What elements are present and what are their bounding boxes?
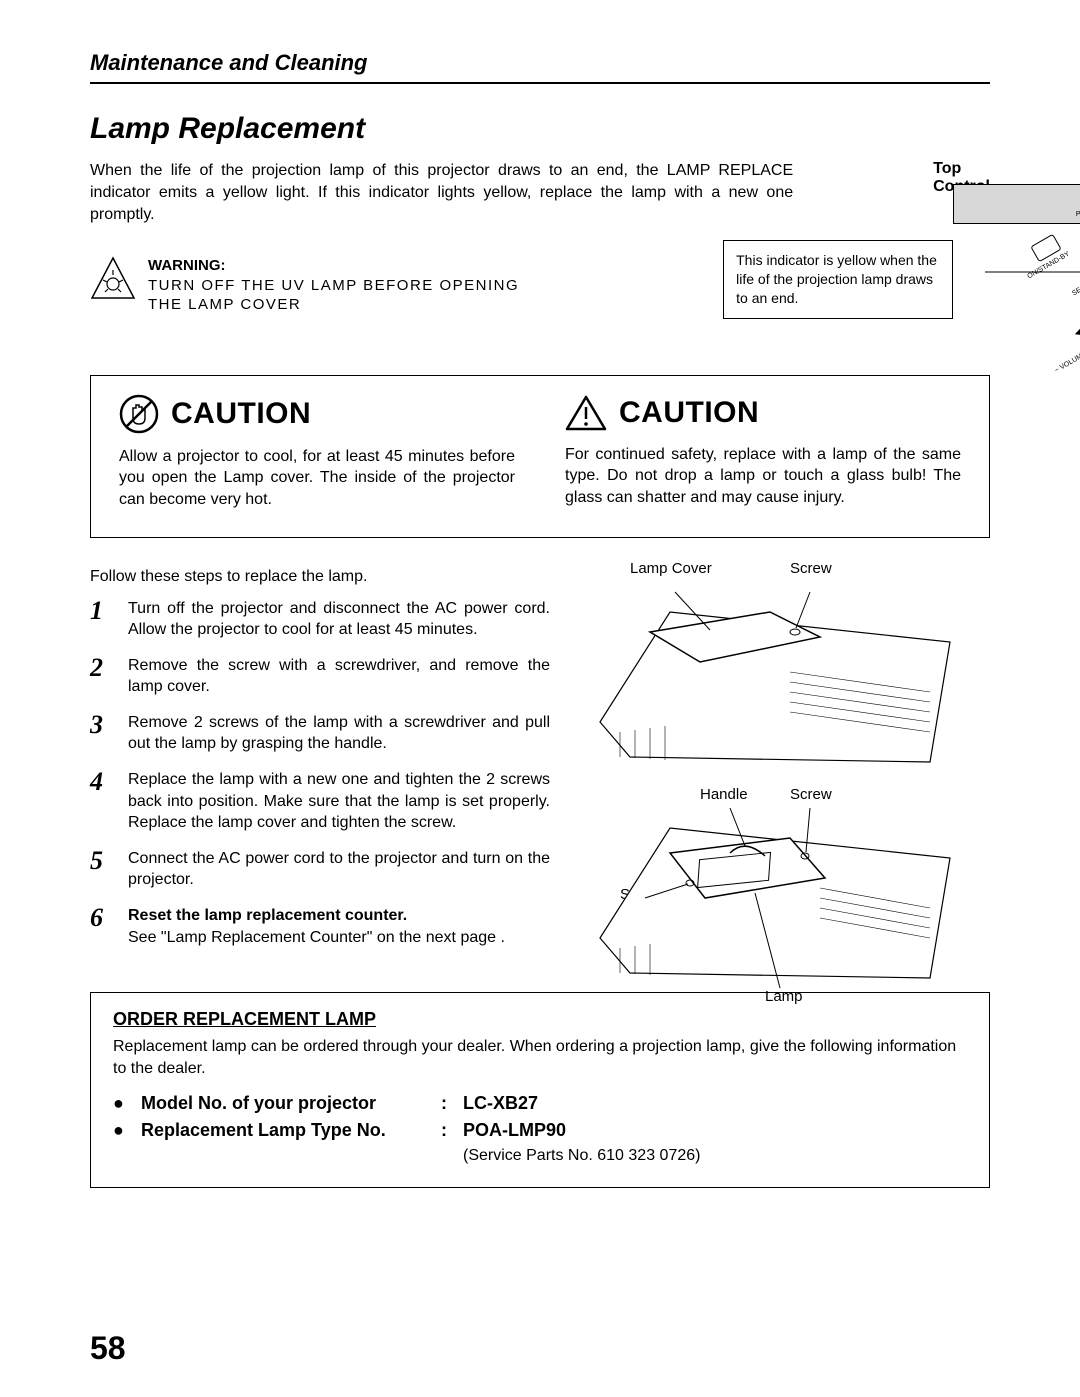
caution-heading-text-right: CAUTION [619, 396, 759, 430]
step-num-1: 1 [90, 598, 112, 641]
warning-text: WARNING: TURN OFF THE UV LAMP BEFORE OPE… [148, 256, 520, 315]
step-num-2: 2 [90, 655, 112, 698]
step-text-4: Replace the lamp with a new one and tigh… [128, 769, 550, 834]
step-2: 2 Remove the screw with a screwdriver, a… [90, 655, 550, 698]
caution-body-left: Allow a projector to cool, for at least … [119, 446, 515, 511]
diag-label-screw-2: Screw [790, 786, 832, 803]
caution-left: CAUTION Allow a projector to cool, for a… [119, 394, 515, 511]
step-6-rest: See "Lamp Replacement Counter" on the ne… [128, 929, 505, 946]
step-num-3: 3 [90, 712, 112, 755]
top-control-area: Top Control This indicator is yellow whe… [823, 160, 990, 204]
led-strip: POWER WARNING LAMP REPLACE [953, 184, 1080, 224]
order-row-2: ● Replacement Lamp Type No. : POA-LMP90 [113, 1120, 967, 1141]
step-text-1: Turn off the projector and disconnect th… [128, 598, 550, 641]
steps-row: Follow these steps to replace the lamp. … [90, 568, 990, 963]
order-value-1: LC-XB27 [463, 1093, 538, 1114]
projector-lamp-sketch [590, 808, 960, 1008]
page-number: 58 [90, 1330, 126, 1367]
order-frame: ORDER REPLACEMENT LAMP Replacement lamp … [90, 992, 990, 1188]
order-colon-1: : [441, 1093, 463, 1114]
step-num-4: 4 [90, 769, 112, 834]
diag-label-lampcover: Lamp Cover [630, 560, 712, 577]
step-text-3: Remove 2 screws of the lamp with a screw… [128, 712, 550, 755]
diag-label-handle: Handle [700, 786, 748, 803]
intro-block: When the life of the projection lamp of … [90, 160, 793, 315]
no-touch-icon [119, 394, 159, 434]
caution-body-right: For continued safety, replace with a lam… [565, 444, 961, 509]
step-text-5: Connect the AC power cord to the project… [128, 848, 550, 891]
step-5: 5 Connect the AC power cord to the proje… [90, 848, 550, 891]
order-title: ORDER REPLACEMENT LAMP [113, 1009, 967, 1030]
warning-triangle-icon [565, 394, 607, 432]
steps-left: Follow these steps to replace the lamp. … [90, 568, 550, 963]
indicator-note-text: This indicator is yellow when the life o… [736, 252, 937, 306]
diag-label-screw-1: Screw [790, 560, 832, 577]
warning-body: TURN OFF THE UV LAMP BEFORE OPENING THE … [148, 277, 519, 314]
order-value-2: POA-LMP90 [463, 1120, 566, 1141]
bullet-2: ● [113, 1120, 141, 1141]
step-num-6: 6 [90, 905, 112, 948]
step-num-5: 5 [90, 848, 112, 891]
projector-top-sketch [590, 582, 960, 782]
led-label-power: POWER [1076, 211, 1080, 218]
bullet-1: ● [113, 1093, 141, 1114]
order-label-1: Model No. of your projector [141, 1093, 441, 1114]
step-1: 1 Turn off the projector and disconnect … [90, 598, 550, 641]
step-3: 3 Remove 2 screws of the lamp with a scr… [90, 712, 550, 755]
order-row-1: ● Model No. of your projector : LC-XB27 [113, 1093, 967, 1114]
intro-text: When the life of the projection lamp of … [90, 160, 793, 226]
diag-label-lamp: Lamp [765, 988, 803, 1005]
steps-intro: Follow these steps to replace the lamp. [90, 568, 550, 586]
caution-heading-right: CAUTION [565, 394, 961, 432]
top-control-panel-diagram: POWER WARNING LAMP REPLACE ON/STAND-BY I… [953, 184, 1080, 384]
warning-heading: WARNING: [148, 257, 226, 274]
caution-frame: CAUTION Allow a projector to cool, for a… [90, 375, 990, 538]
order-colon-2: : [441, 1120, 463, 1141]
lamp-diagram: Lamp Cover Screw Handle Screw Screw [590, 568, 990, 963]
page-title: Lamp Replacement [90, 112, 990, 146]
caution-heading-text-left: CAUTION [171, 397, 311, 431]
section-header: Maintenance and Cleaning [90, 50, 990, 84]
step-text-6: Reset the lamp replacement counter. See … [128, 905, 505, 948]
order-intro: Replacement lamp can be ordered through … [113, 1036, 967, 1079]
warning-block: WARNING: TURN OFF THE UV LAMP BEFORE OPE… [90, 256, 520, 315]
step-6-bold: Reset the lamp replacement counter. [128, 907, 407, 924]
intro-row: When the life of the projection lamp of … [90, 160, 990, 315]
order-label-2: Replacement Lamp Type No. [141, 1120, 441, 1141]
step-4: 4 Replace the lamp with a new one and ti… [90, 769, 550, 834]
caution-heading-left: CAUTION [119, 394, 515, 434]
order-sub: (Service Parts No. 610 323 0726) [463, 1147, 967, 1165]
indicator-note-box: This indicator is yellow when the life o… [723, 240, 953, 319]
uv-lamp-warning-icon [90, 256, 136, 302]
step-text-2: Remove the screw with a screwdriver, and… [128, 655, 550, 698]
step-6: 6 Reset the lamp replacement counter. Se… [90, 905, 550, 948]
caution-right: CAUTION For continued safety, replace wi… [565, 394, 961, 511]
